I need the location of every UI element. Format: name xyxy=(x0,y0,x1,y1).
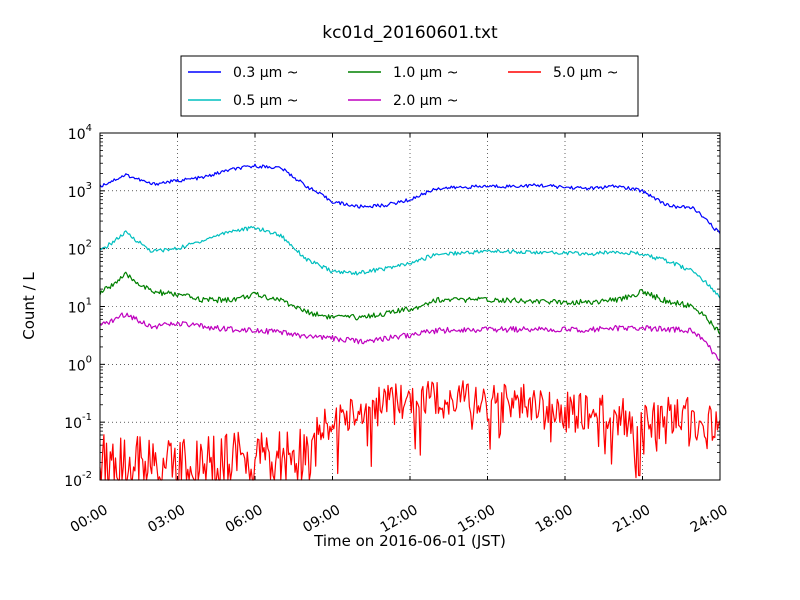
series-line-1 xyxy=(99,225,721,299)
legend-label: 2.0 μm ~ xyxy=(393,93,458,109)
y-tick-label: 10-2 xyxy=(64,470,92,490)
legend-box xyxy=(180,55,639,117)
plot-area-frame xyxy=(99,132,721,481)
series-line-4 xyxy=(99,380,721,481)
y-axis-label: Count / L xyxy=(20,272,38,340)
legend-label: 1.0 μm ~ xyxy=(393,65,458,81)
chart-title: kc01d_20160601.txt xyxy=(322,23,498,43)
y-tick-labels: 10-2 10-1 100 101 102 103 104 xyxy=(64,123,92,490)
legend-label: 5.0 μm ~ xyxy=(553,65,618,81)
y-tick-label: 100 xyxy=(68,354,92,374)
y-tick-label: 10-1 xyxy=(64,412,92,432)
y-tick-label: 102 xyxy=(68,239,92,259)
y-tick-label: 104 xyxy=(68,123,92,143)
x-axis-label: Time on 2016-06-01 (JST) xyxy=(313,532,506,550)
y-tick-label: 101 xyxy=(68,297,92,317)
series-line-0 xyxy=(99,163,721,234)
legend-label: 0.5 μm ~ xyxy=(233,93,298,109)
series-line-2 xyxy=(99,271,721,335)
legend-label: 0.3 μm ~ xyxy=(233,65,298,81)
y-tick-label: 103 xyxy=(68,181,92,201)
legend: 0.3 μm ~ 0.5 μm ~ 1.0 μm ~ 2.0 μm ~ 5.0 μm ~ xyxy=(180,55,639,117)
series-layer xyxy=(99,163,721,481)
series-line-3 xyxy=(99,312,721,361)
